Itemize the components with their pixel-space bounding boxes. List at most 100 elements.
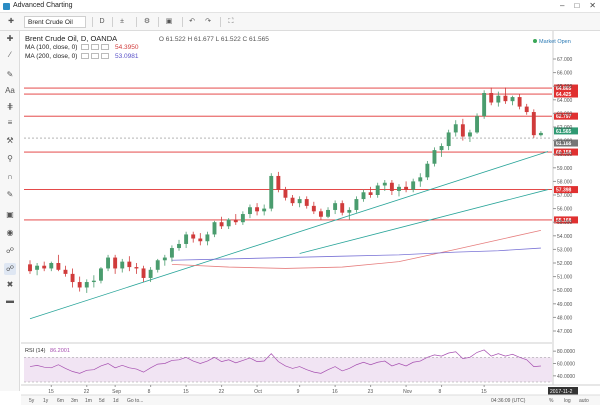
- time-tick-label: 15: [183, 389, 189, 395]
- rsi-tick-label: 80.0000: [557, 349, 575, 355]
- trash-icon[interactable]: ▬: [6, 296, 14, 305]
- candle-body: [255, 207, 260, 212]
- time-tick-label: Oct: [254, 389, 262, 395]
- range-button: 3m: [71, 398, 78, 404]
- measure-tool-icon[interactable]: ⚒: [6, 136, 14, 145]
- candle-body: [503, 95, 508, 102]
- price-tick-label: 47.000: [557, 329, 573, 335]
- candle-body: [262, 208, 267, 212]
- range-button: 5d: [99, 398, 105, 404]
- rsi-line: [29, 349, 541, 374]
- price-tag-box: [554, 127, 578, 135]
- candle-body: [439, 146, 444, 151]
- time-tick-label: 16: [332, 389, 338, 395]
- time-tick-label: 9: [297, 389, 300, 395]
- settings-icon[interactable]: ⚙: [143, 18, 151, 25]
- candle-body: [49, 263, 54, 269]
- candle-body: [482, 93, 487, 117]
- price-tick-label: 56.000: [557, 207, 573, 213]
- minimize-icon[interactable]: –: [560, 1, 565, 10]
- brush-tool-icon[interactable]: ✎: [6, 70, 14, 79]
- candle-body: [70, 273, 75, 283]
- draw-mode-icon[interactable]: ✎: [6, 190, 14, 199]
- lock-icon[interactable]: ▣: [6, 210, 14, 219]
- rsi-label[interactable]: RSI (14): [25, 348, 46, 354]
- interval-button[interactable]: D: [99, 18, 105, 25]
- candle-body: [354, 199, 359, 210]
- time-axis: 15 22 Sep 8 15 22 Oct 9 16 23 Nov 8 15 2017-11-2: [21, 384, 600, 395]
- candle-body: [517, 97, 522, 107]
- trendline-tool-icon[interactable]: ∕: [9, 50, 11, 59]
- crosshair-icon[interactable]: ✚: [8, 18, 14, 25]
- scale-mode-button: %: [549, 398, 554, 404]
- redo-icon[interactable]: ↷: [205, 18, 211, 25]
- ma100-label[interactable]: MA (100, close, 0): [25, 44, 78, 51]
- price-tick-label: 62.000: [557, 125, 573, 131]
- candle-body: [297, 199, 302, 204]
- time-tick-label: 15: [48, 389, 54, 395]
- indicators-icon[interactable]: ▣: [165, 18, 173, 25]
- bottom-bar-bg: [0, 395, 600, 405]
- undo-icon[interactable]: ↶: [189, 18, 195, 25]
- candle-body: [28, 264, 32, 272]
- symbol-search-input[interactable]: Brent Crude Oil: [24, 16, 86, 28]
- candle-body: [148, 269, 153, 278]
- candle-body: [248, 207, 252, 215]
- close-icon[interactable]: ✕: [589, 1, 596, 10]
- candle-body: [475, 116, 479, 133]
- text-tool-icon[interactable]: Aa: [5, 86, 15, 95]
- app-icon: [3, 3, 10, 10]
- candles: [28, 87, 543, 293]
- candle-body: [99, 268, 103, 281]
- fib-tool-icon[interactable]: ≡: [7, 118, 13, 127]
- price-tag-label: 64.865: [556, 86, 572, 92]
- candle-body: [304, 199, 309, 206]
- price-tick-label: 49.000: [557, 302, 573, 308]
- price-tag-label: 62.797: [556, 114, 572, 120]
- candle-body: [42, 265, 47, 269]
- rsi-legend: RSI (14) 86.2001: [25, 348, 70, 354]
- ma100-value: 54.3950: [115, 44, 139, 51]
- time-tick-label: Nov: [403, 389, 412, 395]
- candle-body: [219, 222, 224, 227]
- candle-body: [418, 177, 423, 182]
- fullscreen-icon[interactable]: ⛶: [228, 18, 234, 25]
- tools-icon[interactable]: ✖: [6, 280, 14, 289]
- candle-body: [120, 261, 125, 269]
- candle-body: [531, 112, 536, 136]
- cursor-tool-icon[interactable]: ✚: [6, 34, 14, 43]
- rsi-tick-label: 40.0000: [557, 374, 575, 380]
- price-tick-label: 57.000: [557, 193, 573, 199]
- price-tick-label: 53.000: [557, 247, 573, 253]
- chart-toolbar: ✚ Brent Crude Oil D ± ⚙ ▣ ↶ ↷ ⛶: [0, 13, 600, 31]
- price-tag-label: 55.168: [556, 218, 572, 224]
- price-tag-box: [554, 148, 578, 156]
- range-button: 1m: [85, 398, 92, 404]
- window-controls: – □ ✕: [560, 1, 596, 10]
- price-tick-label: 65.000: [557, 84, 573, 90]
- price-tick-label: 66.000: [557, 71, 573, 77]
- price-tag-box: [554, 139, 578, 147]
- chart-area[interactable]: 64.865 64.425 62.797 61.565 61.188 60.158 57.3…: [0, 31, 600, 405]
- magnet-icon[interactable]: ∩: [7, 172, 13, 181]
- ma200-label[interactable]: MA (200, close, 0): [25, 53, 78, 60]
- maximize-icon[interactable]: □: [574, 1, 580, 10]
- pattern-tool-icon[interactable]: ⋕: [6, 102, 14, 111]
- candle-body: [290, 197, 295, 204]
- hide-icon[interactable]: ◉: [6, 228, 14, 237]
- zoom-icon[interactable]: ⚲: [7, 154, 13, 163]
- tag-icon[interactable]: ☍: [4, 263, 16, 275]
- title-bar: Advanced Charting – □ ✕: [0, 0, 600, 13]
- price-tick-label: 61.000: [557, 139, 573, 145]
- drawing-toolbar: ✚ ∕ ✎ Aa ⋕ ≡ ⚒ ⚲ ∩ ✎ ▣ ◉ ☍ ☍ ✖ ▬: [0, 31, 20, 391]
- link-icon[interactable]: ☍: [5, 246, 15, 255]
- candle-body: [269, 175, 274, 209]
- time-tick-label: 15: [481, 389, 487, 395]
- trend-line: [29, 151, 549, 320]
- candle-body: [326, 209, 330, 217]
- time-tick-label: 22: [219, 389, 225, 395]
- chart-type-icon[interactable]: ±: [120, 18, 124, 25]
- candle-body: [106, 257, 111, 269]
- scale-mode-button: auto: [579, 398, 589, 404]
